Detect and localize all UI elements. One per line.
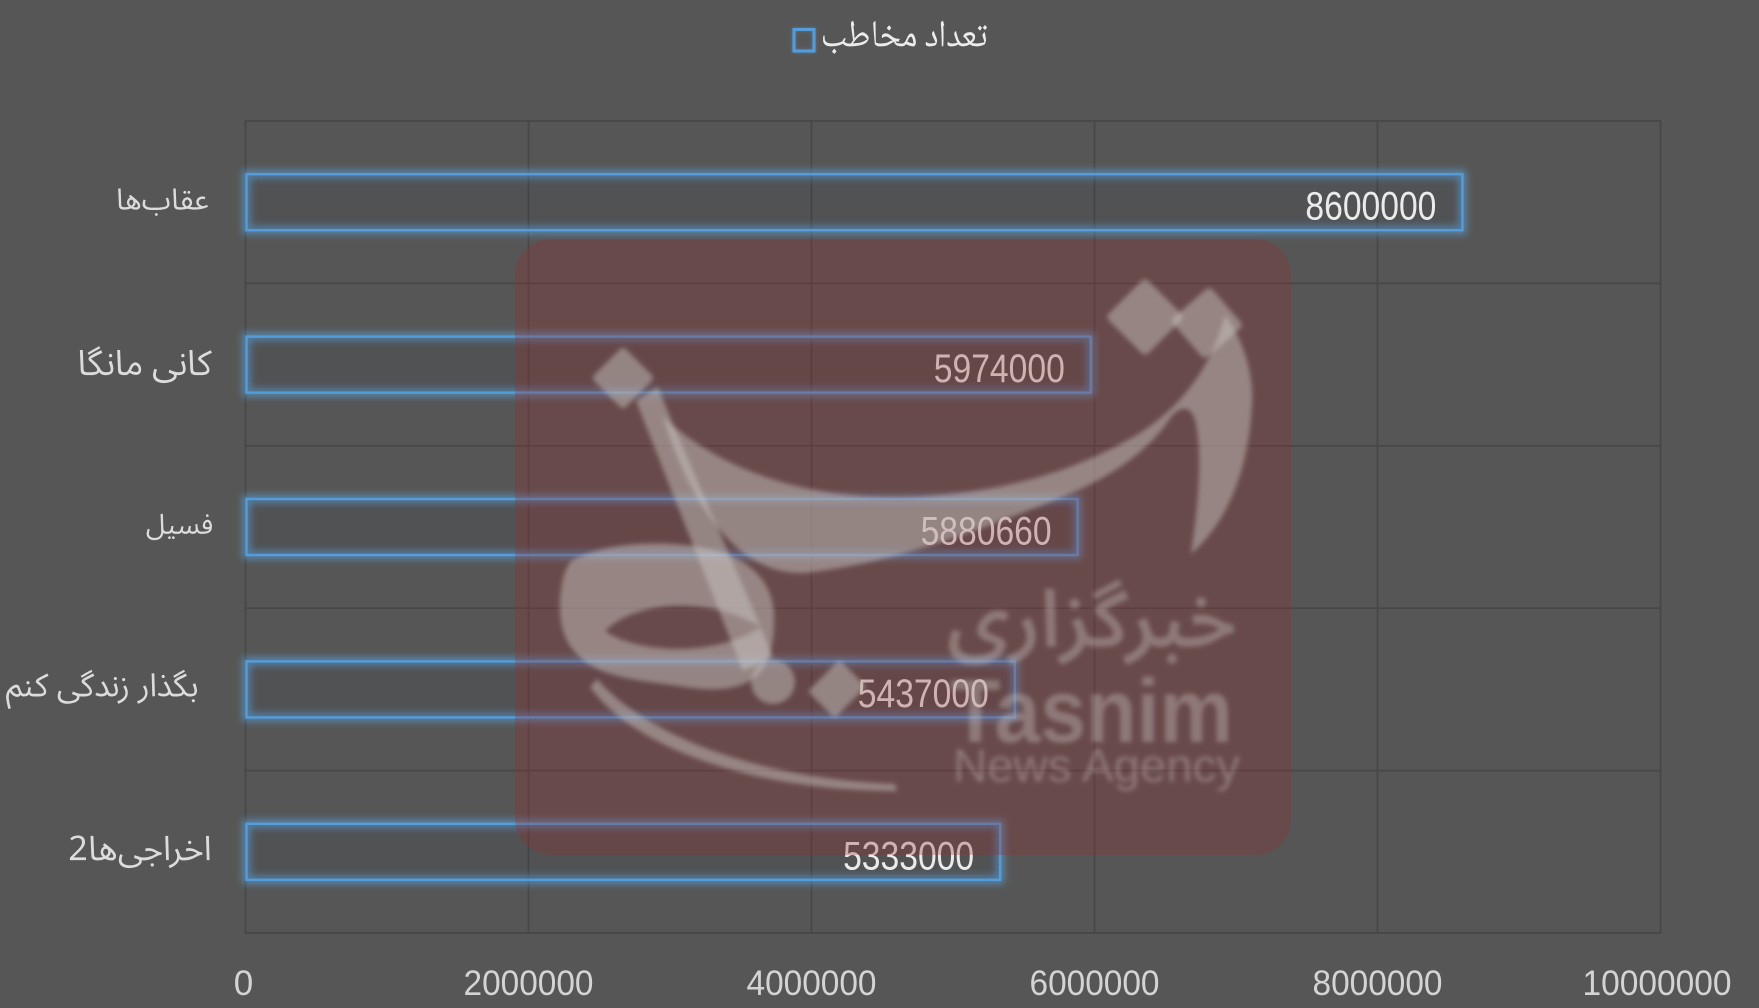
svg-text:10000000: 10000000 <box>1583 964 1732 1003</box>
svg-text:5437000: 5437000 <box>858 672 989 716</box>
svg-text:6000000: 6000000 <box>1030 964 1160 1003</box>
svg-text:8000000: 8000000 <box>1313 964 1443 1003</box>
svg-text:Tasnim: Tasnim <box>950 662 1233 762</box>
svg-text:8600000: 8600000 <box>1305 185 1436 229</box>
svg-text:2000000: 2000000 <box>464 964 594 1003</box>
svg-text:News Agency: News Agency <box>953 740 1240 792</box>
svg-text:4000000: 4000000 <box>747 964 877 1003</box>
svg-text:5974000: 5974000 <box>934 347 1065 391</box>
svg-text:5333000: 5333000 <box>843 834 974 878</box>
svg-text:0: 0 <box>234 964 253 1003</box>
